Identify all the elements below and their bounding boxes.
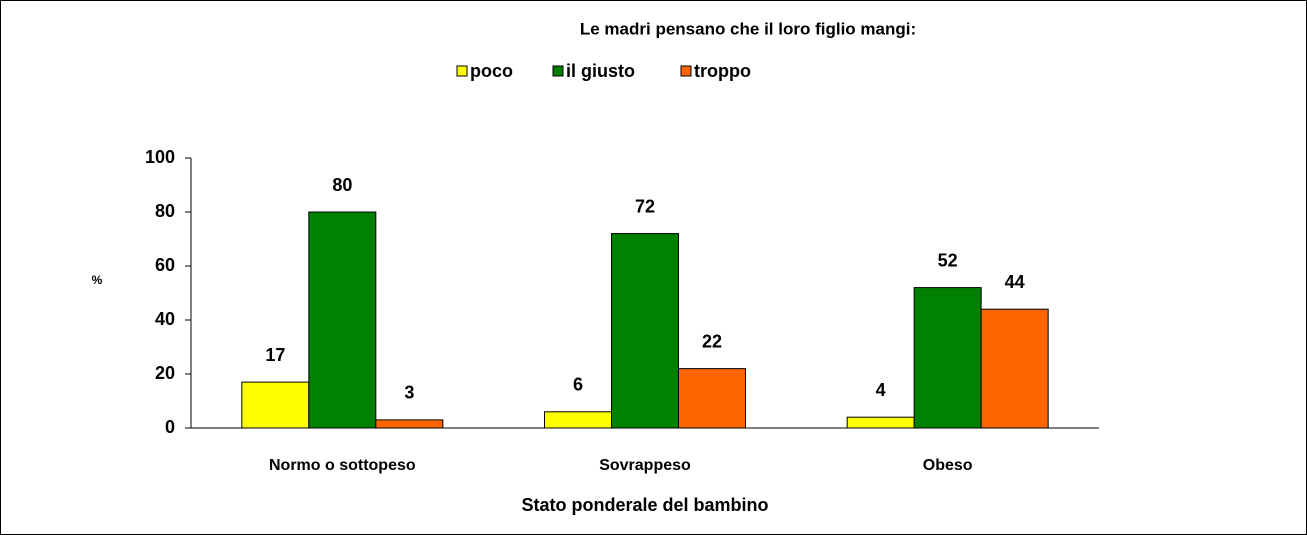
- bar: [678, 368, 746, 429]
- data-label: 44: [1005, 272, 1025, 292]
- bar: [544, 411, 612, 429]
- data-label: 22: [702, 331, 722, 351]
- y-tick-label: 20: [155, 363, 175, 383]
- legend-swatch: [456, 65, 468, 77]
- bar: [308, 211, 377, 429]
- legend-label: il giusto: [566, 61, 635, 81]
- legend-swatch: [680, 65, 692, 77]
- data-label: 17: [265, 345, 285, 365]
- data-label: 4: [876, 380, 886, 400]
- data-label: 72: [635, 196, 655, 216]
- y-tick-label: 100: [145, 147, 175, 167]
- x-tick-label: Obeso: [923, 457, 973, 474]
- y-tick-label: 0: [165, 417, 175, 437]
- legend-swatch: [552, 65, 564, 77]
- y-tick-label: 60: [155, 255, 175, 275]
- data-label: 6: [573, 375, 583, 395]
- bar: [611, 233, 679, 429]
- legend-label: poco: [470, 61, 513, 81]
- chart-title: Le madri pensano che il loro figlio mang…: [580, 19, 916, 38]
- data-label: 80: [332, 175, 352, 195]
- bar: [241, 381, 310, 429]
- data-label: 52: [938, 250, 958, 270]
- data-label: 3: [404, 383, 414, 403]
- legend-label: troppo: [694, 61, 751, 81]
- y-axis-title: %: [92, 273, 103, 287]
- x-tick-label: Normo o sottopeso: [269, 457, 416, 474]
- bar: [846, 416, 915, 429]
- bar: [980, 308, 1049, 429]
- x-axis-title: Stato ponderale del bambino: [521, 495, 768, 515]
- x-tick-label: Sovrappeso: [599, 457, 691, 474]
- y-tick-label: 40: [155, 309, 175, 329]
- y-tick-label: 80: [155, 201, 175, 221]
- bar: [913, 287, 982, 429]
- bar: [375, 419, 444, 429]
